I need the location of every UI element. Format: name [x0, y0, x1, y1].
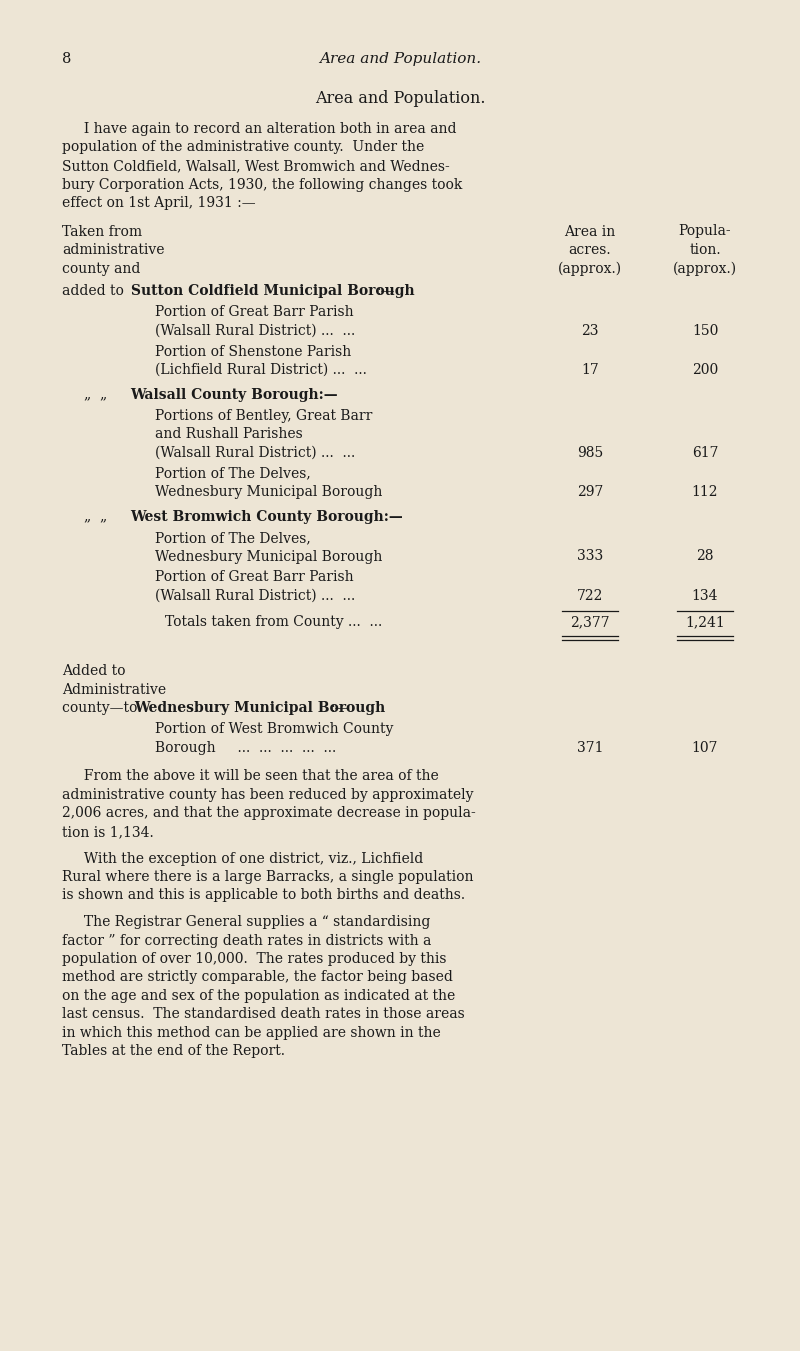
Text: 112: 112 [692, 485, 718, 499]
Text: (Lichfield Rural District) ...  ...: (Lichfield Rural District) ... ... [155, 363, 367, 377]
Text: acres.: acres. [569, 243, 611, 257]
Text: 333: 333 [577, 550, 603, 563]
Text: West Bromwich County Borough:—: West Bromwich County Borough:— [130, 509, 402, 523]
Text: Added to: Added to [62, 663, 126, 678]
Text: 107: 107 [692, 740, 718, 755]
Text: effect on 1st April, 1931 :—: effect on 1st April, 1931 :— [62, 196, 256, 209]
Text: administrative county has been reduced by approximately: administrative county has been reduced b… [62, 788, 474, 802]
Text: Portions of Bentley, Great Barr: Portions of Bentley, Great Barr [155, 409, 372, 423]
Text: 1,241: 1,241 [685, 615, 725, 630]
Text: 722: 722 [577, 589, 603, 603]
Text: population of over 10,000.  The rates produced by this: population of over 10,000. The rates pro… [62, 952, 446, 966]
Text: Area and Population.: Area and Population. [319, 51, 481, 66]
Text: (approx.): (approx.) [673, 262, 737, 276]
Text: 2,377: 2,377 [570, 615, 610, 630]
Text: 17: 17 [581, 363, 599, 377]
Text: added to: added to [62, 284, 128, 299]
Text: Wednesbury Municipal Borough: Wednesbury Municipal Borough [155, 485, 382, 499]
Text: Rural where there is a large Barracks, a single population: Rural where there is a large Barracks, a… [62, 870, 474, 884]
Text: 200: 200 [692, 363, 718, 377]
Text: 2,006 acres, and that the approximate decrease in popula-: 2,006 acres, and that the approximate de… [62, 807, 476, 820]
Text: factor ” for correcting death rates in districts with a: factor ” for correcting death rates in d… [62, 934, 431, 947]
Text: bury Corporation Acts, 1930, the following changes took: bury Corporation Acts, 1930, the followi… [62, 177, 462, 192]
Text: and Rushall Parishes: and Rushall Parishes [155, 427, 302, 442]
Text: 297: 297 [577, 485, 603, 499]
Text: tion.: tion. [689, 243, 721, 257]
Text: Area and Population.: Area and Population. [314, 91, 486, 107]
Text: is shown and this is applicable to both births and deaths.: is shown and this is applicable to both … [62, 889, 465, 902]
Text: county—to: county—to [62, 701, 142, 715]
Text: 617: 617 [692, 446, 718, 459]
Text: Portion of Great Barr Parish: Portion of Great Barr Parish [155, 570, 354, 584]
Text: Wednesbury Municipal Borough: Wednesbury Municipal Borough [155, 550, 382, 563]
Text: Portion of The Delves,: Portion of The Delves, [155, 466, 310, 481]
Text: administrative: administrative [62, 243, 165, 257]
Text: The Registrar General supplies a “ standardising: The Registrar General supplies a “ stand… [62, 915, 430, 929]
Text: 28: 28 [696, 550, 714, 563]
Text: 371: 371 [577, 740, 603, 755]
Text: Tables at the end of the Report.: Tables at the end of the Report. [62, 1044, 285, 1058]
Text: From the above it will be seen that the area of the: From the above it will be seen that the … [62, 770, 438, 784]
Text: 985: 985 [577, 446, 603, 459]
Text: in which this method can be applied are shown in the: in which this method can be applied are … [62, 1025, 441, 1040]
Text: Popula-: Popula- [678, 224, 731, 239]
Text: With the exception of one district, viz., Lichfield: With the exception of one district, viz.… [62, 851, 423, 866]
Text: Borough     ...  ...  ...  ...  ...: Borough ... ... ... ... ... [155, 740, 336, 755]
Text: 23: 23 [582, 324, 598, 338]
Text: population of the administrative county.  Under the: population of the administrative county.… [62, 141, 424, 154]
Text: 134: 134 [692, 589, 718, 603]
Text: on the age and sex of the population as indicated at the: on the age and sex of the population as … [62, 989, 455, 1002]
Text: 150: 150 [692, 324, 718, 338]
Text: Wednesbury Municipal Borough: Wednesbury Municipal Borough [134, 701, 386, 715]
Text: Portion of Shenstone Parish: Portion of Shenstone Parish [155, 345, 351, 358]
Text: Totals taken from County ...  ...: Totals taken from County ... ... [165, 615, 382, 630]
Text: (Walsall Rural District) ...  ...: (Walsall Rural District) ... ... [155, 446, 355, 459]
Text: Portion of West Bromwich County: Portion of West Bromwich County [155, 723, 394, 736]
Text: Sutton Coldfield, Walsall, West Bromwich and Wednes-: Sutton Coldfield, Walsall, West Bromwich… [62, 159, 450, 173]
Text: Administrative: Administrative [62, 682, 166, 697]
Text: Portion of Great Barr Parish: Portion of Great Barr Parish [155, 305, 354, 319]
Text: (Walsall Rural District) ...  ...: (Walsall Rural District) ... ... [155, 324, 355, 338]
Text: Sutton Coldfield Municipal Borough: Sutton Coldfield Municipal Borough [131, 284, 414, 299]
Text: Portion of The Delves,: Portion of The Delves, [155, 531, 310, 544]
Text: 8: 8 [62, 51, 71, 66]
Text: (Walsall Rural District) ...  ...: (Walsall Rural District) ... ... [155, 589, 355, 603]
Text: last census.  The standardised death rates in those areas: last census. The standardised death rate… [62, 1008, 465, 1021]
Text: :—: :— [331, 701, 350, 715]
Text: tion is 1,134.: tion is 1,134. [62, 825, 154, 839]
Text: Area in: Area in [564, 224, 616, 239]
Text: :—: :— [376, 284, 394, 299]
Text: (approx.): (approx.) [558, 262, 622, 276]
Text: „  „: „ „ [84, 509, 116, 523]
Text: county and: county and [62, 262, 140, 276]
Text: Walsall County Borough:—: Walsall County Borough:— [130, 388, 338, 401]
Text: method are strictly comparable, the factor being based: method are strictly comparable, the fact… [62, 970, 453, 985]
Text: Taken from: Taken from [62, 224, 142, 239]
Text: I have again to record an alteration both in area and: I have again to record an alteration bot… [62, 122, 457, 136]
Text: „  „: „ „ [84, 388, 116, 401]
